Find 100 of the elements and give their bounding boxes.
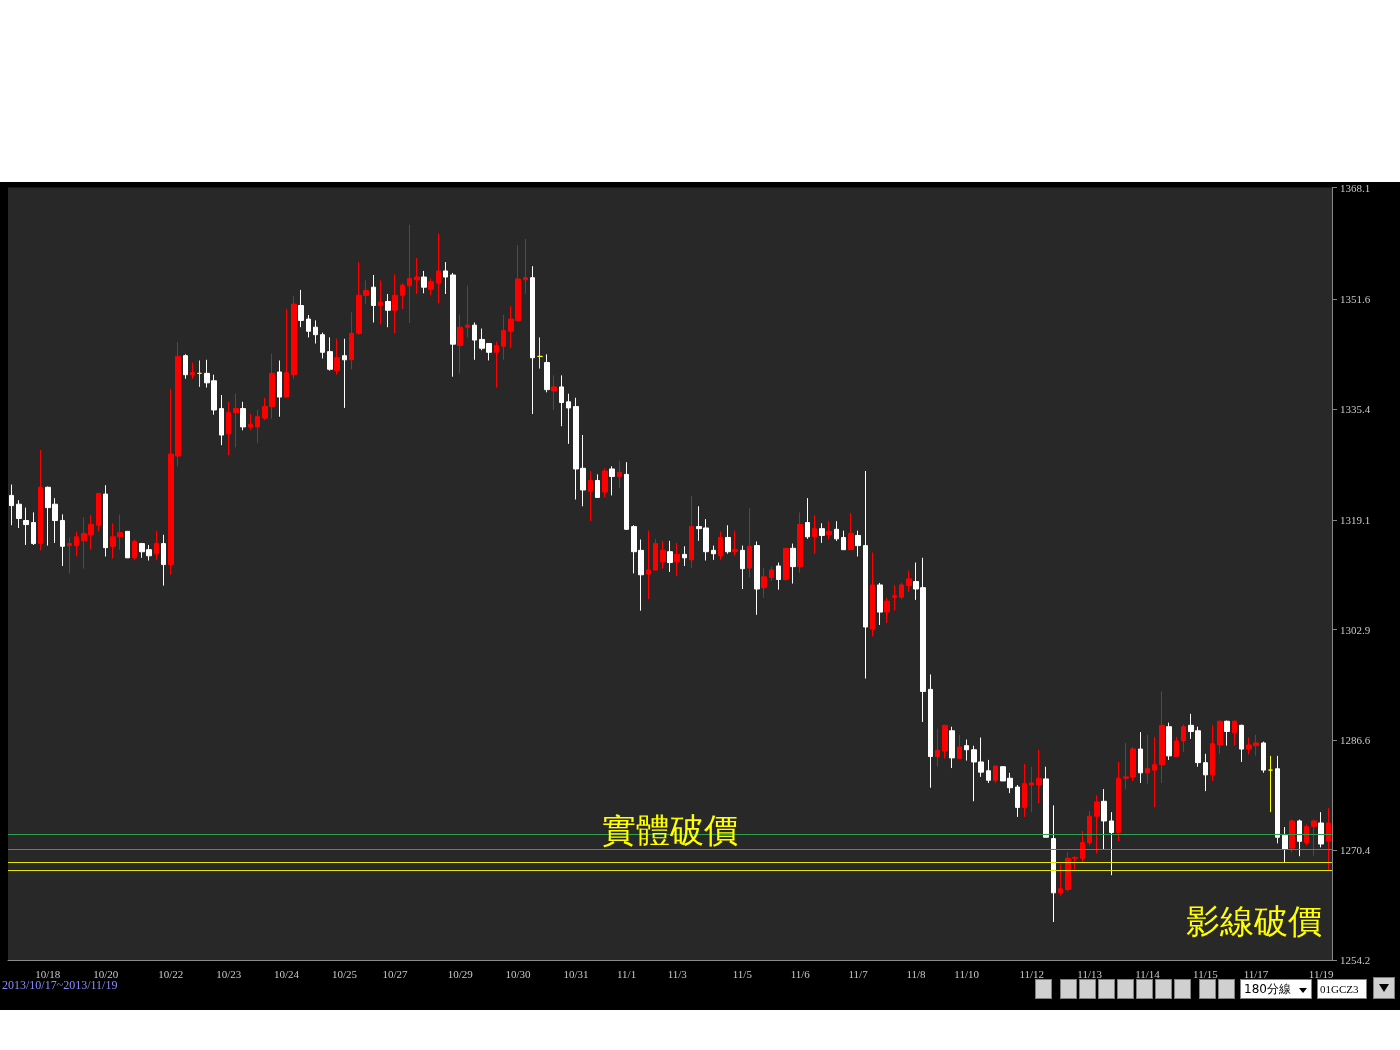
y-tick-label: 1368.1 — [1340, 181, 1371, 194]
ref-line-label: 影線破價 — [1186, 901, 1322, 942]
candlestick — [472, 321, 477, 361]
candlestick — [689, 495, 694, 569]
candlestick — [711, 545, 716, 561]
candlestick — [219, 394, 224, 446]
candlestick — [240, 401, 246, 431]
candlestick — [783, 547, 789, 582]
y-tick-label: 1286.6 — [1340, 734, 1371, 747]
candlestick — [327, 336, 333, 372]
x-tick-label: 10/30 — [505, 967, 532, 980]
x-tick-label: 11/19 — [1308, 967, 1334, 980]
candlestick — [725, 524, 731, 555]
x-tick-label: 11/13 — [1077, 967, 1103, 980]
candlestick — [1015, 784, 1020, 818]
candlestick — [125, 530, 130, 559]
candlestick — [1109, 811, 1114, 876]
candlestick — [588, 470, 593, 522]
candlestick — [855, 530, 861, 557]
candlestick — [551, 374, 557, 411]
candlestick — [385, 293, 391, 328]
candlestick — [334, 338, 340, 376]
x-tick-label: 11/17 — [1243, 967, 1269, 980]
candlestick — [407, 224, 412, 324]
candlestick — [790, 543, 796, 585]
candlestick — [9, 484, 14, 526]
candlestick — [74, 530, 79, 557]
candlestick — [349, 311, 354, 370]
candlestick — [740, 545, 745, 590]
candlestick — [161, 534, 166, 587]
x-tick-label: 10/25 — [331, 967, 358, 980]
candlestick — [443, 261, 448, 295]
x-tick-label: 10/18 — [35, 967, 61, 980]
candlestick — [1051, 804, 1056, 923]
y-tick-label: 1270.4 — [1340, 844, 1371, 857]
candlestick — [1159, 690, 1165, 784]
candlestick — [378, 279, 383, 325]
candlestick — [226, 401, 231, 456]
text: 2013/10/17~2013/11/19 — [2, 978, 118, 993]
candlestick — [320, 332, 325, 359]
candlestick — [718, 530, 723, 561]
candlestick — [1224, 720, 1230, 747]
candlestick — [957, 734, 962, 760]
candlestick — [537, 336, 543, 370]
x-tick-label: 11/1 — [617, 967, 637, 980]
candlestick — [31, 511, 36, 546]
candlestick — [732, 530, 738, 557]
ref-line-label: 實體破價 — [602, 810, 738, 851]
candlestick — [1058, 863, 1063, 897]
candlestick — [1181, 724, 1186, 753]
candlestick — [1022, 763, 1027, 818]
candlestick — [291, 295, 297, 380]
candlestick — [450, 272, 456, 378]
candlestick — [1268, 755, 1273, 813]
candlestick — [154, 530, 159, 561]
candlestick — [892, 584, 897, 612]
candlestick — [674, 542, 680, 577]
candlestick — [667, 540, 673, 573]
x-tick-label: 11/7 — [848, 967, 869, 980]
candlestick — [1304, 823, 1309, 846]
candlestick — [769, 566, 774, 582]
candlestick — [1326, 807, 1331, 871]
candlestick — [371, 274, 376, 323]
y-tick-label: 1351.6 — [1340, 293, 1371, 306]
candlestick — [544, 353, 550, 393]
candlestick — [457, 313, 463, 374]
candlestick — [277, 359, 282, 418]
candlestick — [1174, 736, 1179, 758]
candlestick — [863, 470, 868, 680]
candlestick — [1261, 741, 1266, 774]
candlestick — [566, 393, 571, 445]
candlestick — [392, 273, 398, 334]
candlestick — [1297, 819, 1302, 857]
candlestick — [342, 338, 347, 409]
candlestick — [248, 413, 253, 431]
text: 01GCZ3 — [1317, 979, 1367, 999]
candlestick — [797, 511, 803, 574]
candlestick — [1311, 819, 1317, 857]
candlestick — [183, 353, 188, 380]
candlestick — [1203, 753, 1208, 792]
candlestick — [1145, 734, 1150, 785]
candlestick — [660, 540, 666, 570]
x-tick-label: 11/14 — [1135, 967, 1161, 980]
candlestick — [1282, 826, 1288, 863]
candlestick — [986, 759, 991, 784]
candlestick — [1101, 788, 1107, 850]
candlestick — [1138, 731, 1143, 784]
candlestick — [1318, 811, 1324, 848]
x-tick-label: 10/31 — [563, 967, 589, 980]
candlestick — [1152, 736, 1157, 808]
candlestick — [1094, 794, 1100, 855]
candlestick — [899, 582, 904, 600]
candlestick — [1232, 720, 1237, 747]
candlestick — [103, 484, 108, 557]
x-tick-label: 11/8 — [906, 967, 927, 980]
candlestick — [877, 582, 883, 626]
candlestick — [617, 460, 622, 489]
x-tick-label: 10/20 — [93, 967, 119, 980]
candlestick — [819, 522, 825, 544]
candlestick — [465, 285, 470, 338]
